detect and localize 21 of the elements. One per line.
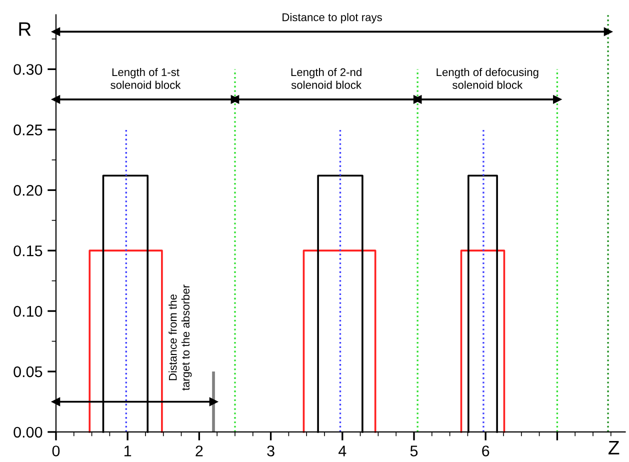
x-tick-label: 0 — [52, 446, 60, 456]
annotation: Length of defocusing solenoid block — [436, 68, 538, 89]
y-tick-label: 0.25 — [14, 124, 42, 136]
y-tick-label: 0.10 — [14, 306, 42, 317]
x-axis-title: Z — [608, 441, 620, 454]
y-tick-label: 0.00 — [14, 426, 42, 438]
annotation: Distance from the target to the absorber — [168, 284, 192, 390]
x-tick-label: 5 — [410, 446, 418, 456]
y-tick-label: 0.15 — [14, 245, 42, 256]
x-tick-label: 1 — [124, 446, 132, 456]
y-axis-title: R — [19, 22, 31, 36]
y-tick-label: 0.20 — [14, 184, 42, 196]
annotation: Length of 1-st solenoid block — [110, 68, 181, 89]
x-tick-label: 6 — [482, 446, 490, 456]
x-tick-label: 2 — [196, 446, 203, 456]
x-tick-label: 4 — [338, 446, 346, 456]
annotation: Distance to plot rays — [282, 13, 382, 24]
y-tick-label: 0.30 — [14, 64, 42, 75]
x-tick-label: 3 — [267, 446, 274, 456]
annotation: Length of 2-nd solenoid block — [291, 68, 362, 89]
y-tick-label: 0.05 — [14, 366, 42, 378]
